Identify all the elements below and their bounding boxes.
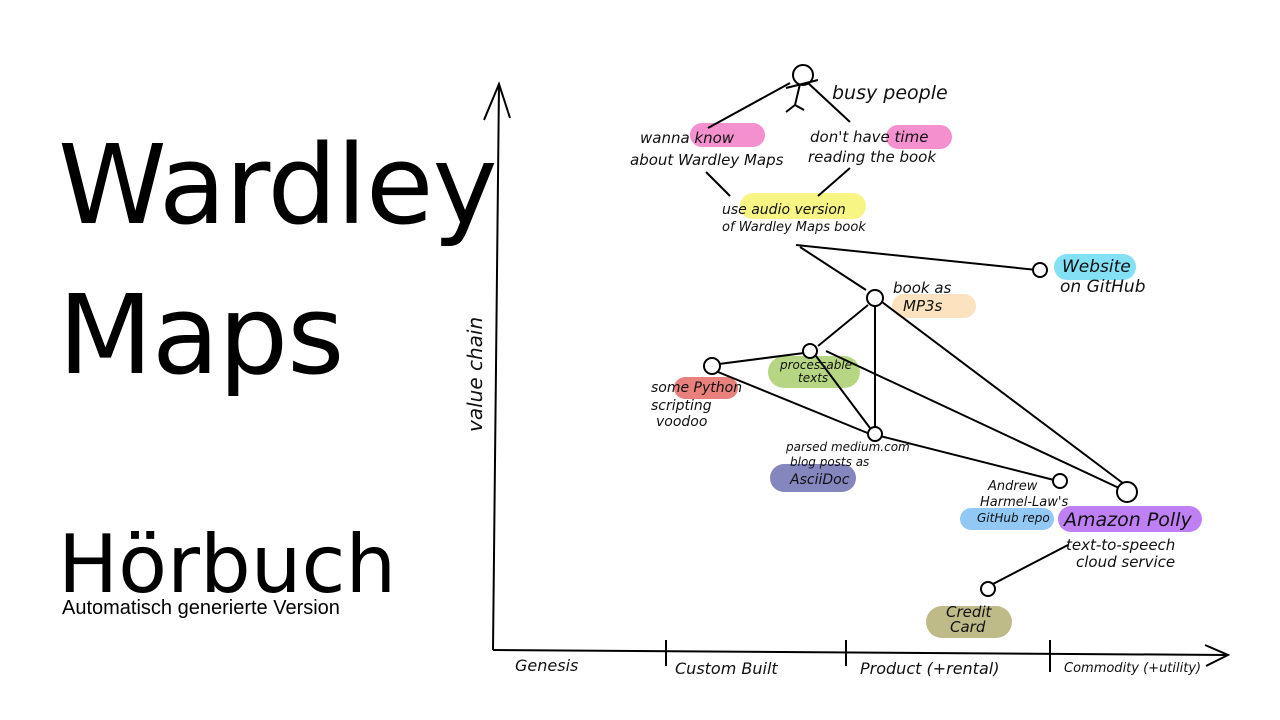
python-line3: voodoo	[656, 414, 707, 430]
repo-line1: Andrew	[987, 479, 1038, 494]
highlight-repo	[960, 508, 1054, 530]
link-mp3-polly	[881, 301, 1125, 485]
link-actor-time	[807, 82, 851, 123]
website-line2: on GitHub	[1060, 277, 1146, 297]
y-axis	[492, 83, 500, 651]
highlight-asciidoc	[770, 464, 856, 492]
highlight-texts	[768, 356, 860, 388]
website-line1: Website	[1062, 257, 1131, 277]
link-mp3-texts	[817, 304, 869, 347]
node-repo	[1052, 473, 1068, 489]
axes	[483, 81, 1231, 672]
asciidoc-line1: parsed medium.com	[785, 440, 910, 454]
stage-custom-built: Custom Built	[675, 659, 778, 678]
need-time-line1: don't have time	[810, 128, 928, 146]
repo-line3: GitHub repo	[977, 511, 1050, 525]
highlight-time	[886, 125, 952, 149]
polly-line2: text-to-speech	[1066, 536, 1175, 554]
caption: Automatisch generierte Version	[62, 597, 340, 619]
texts-line2: texts	[798, 371, 828, 385]
need-time-line2: reading the book	[808, 148, 937, 166]
nodes	[703, 262, 1138, 597]
y-arrow	[483, 81, 511, 121]
y-axis-label: value chain	[463, 317, 487, 432]
audio-line2: of Wardley Maps book	[722, 220, 866, 235]
link-audio-mp3	[799, 246, 867, 291]
credit-line1: Credit	[946, 603, 993, 621]
x-arrow	[1204, 644, 1231, 667]
link-polly-credit	[992, 544, 1069, 585]
node-mp3	[866, 289, 884, 307]
stage-product: Product (+rental)	[860, 659, 999, 678]
polly-line1: Amazon Polly	[1062, 509, 1192, 531]
x-axis	[492, 649, 1227, 656]
highlight-mp3	[892, 294, 976, 318]
node-polly	[1116, 481, 1138, 503]
link-know-audio	[705, 171, 731, 197]
credit-line2: Card	[950, 618, 986, 636]
subtitle: Hörbuch	[58, 518, 397, 611]
node-website	[1032, 262, 1048, 278]
link-python-asciidoc	[717, 371, 871, 435]
highlight-website	[1054, 254, 1136, 280]
asciidoc-line3: AsciiDoc	[789, 472, 850, 488]
link-time-audio	[817, 167, 851, 197]
polly-line3: cloud service	[1076, 553, 1175, 571]
python-line2: scripting	[651, 398, 712, 414]
link-texts-python	[718, 352, 805, 365]
highlight-polly	[1058, 506, 1202, 532]
node-texts	[802, 343, 818, 359]
link-audio-website	[795, 244, 1038, 271]
node-credit	[980, 581, 996, 597]
title-line-1: Wardley	[58, 121, 498, 249]
mp3-line2: MP3s	[903, 297, 943, 315]
highlight-know	[690, 123, 765, 147]
stage-commodity: Commodity (+utility)	[1064, 661, 1201, 676]
highlight-credit	[926, 606, 1012, 638]
link-actor-know	[707, 82, 791, 129]
python-line1: some Python	[651, 380, 742, 396]
asciidoc-line2: blog posts as	[790, 455, 869, 469]
need-know-line2: about Wardley Maps	[630, 151, 784, 169]
link-texts-asciidoc	[815, 355, 871, 429]
audio-line1: use audio version	[722, 202, 846, 218]
mp3-line1: book as	[893, 279, 952, 297]
stage-genesis: Genesis	[515, 656, 578, 675]
link-texts-polly	[825, 350, 1120, 489]
node-asciidoc	[867, 426, 883, 442]
links	[705, 82, 1125, 585]
title-line-2: Maps	[58, 271, 344, 399]
highlight-audio	[740, 193, 866, 219]
highlights	[674, 123, 1202, 638]
node-python	[703, 357, 721, 375]
actor-figure	[785, 64, 819, 113]
repo-line2: Harmel-Law's	[980, 495, 1068, 510]
actor-label: busy people	[832, 82, 948, 104]
need-know-line1: wanna know	[640, 129, 735, 147]
actor-head	[792, 64, 814, 86]
link-asciidoc-repo	[879, 435, 1055, 481]
texts-line1: processable	[779, 358, 852, 372]
title-block: Wardley Maps	[58, 110, 498, 410]
highlight-python	[674, 377, 738, 399]
